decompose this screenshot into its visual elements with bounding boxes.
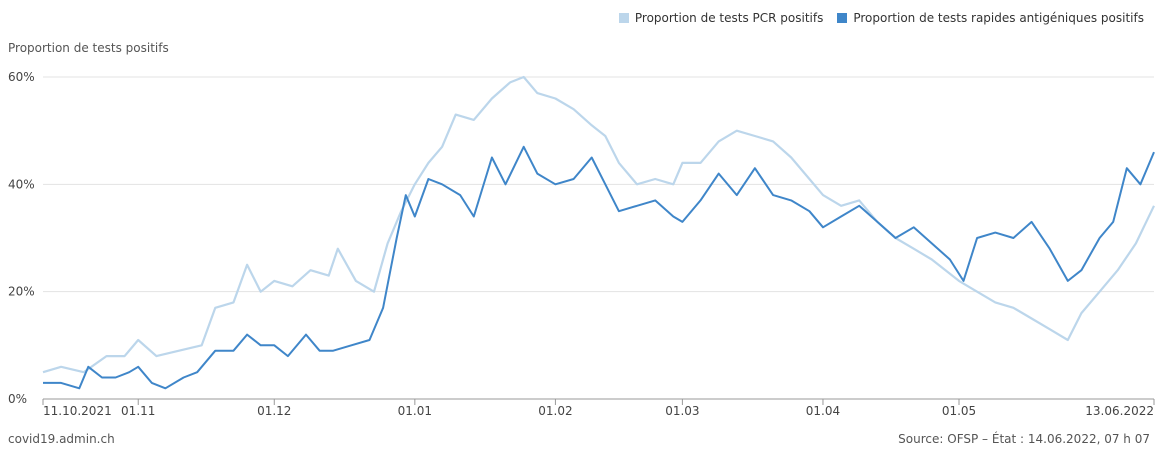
legend-swatch-pcr <box>618 13 629 23</box>
x-tick-label: 13.06.2022 <box>1085 404 1154 418</box>
y-axis-title: Proportion de tests positifs <box>8 41 169 55</box>
y-tick-label: 60% <box>8 70 35 84</box>
y-tick-label: 40% <box>8 177 35 191</box>
legend-label-antigen: Proportion de tests rapides antigéniques… <box>853 11 1144 25</box>
series-line-pcr <box>42 75 1155 374</box>
legend-swatch-antigen <box>837 13 848 23</box>
series-line-antigen <box>43 145 1155 390</box>
y-tick-label: 0% <box>8 392 27 406</box>
y-tick-label: 20% <box>8 285 35 299</box>
x-tick-label: 01.11 <box>121 404 155 418</box>
footer-site: covid19.admin.ch <box>8 432 115 446</box>
x-tick-label: 01.05 <box>942 404 976 418</box>
legend-item-antigen[interactable]: Proportion de tests rapides antigéniques… <box>837 11 1144 25</box>
footer-source: Source: OFSP – État : 14.06.2022, 07 h 0… <box>898 432 1150 446</box>
legend-label-pcr: Proportion de tests PCR positifs <box>634 11 824 25</box>
x-tick-label: 11.10.2021 <box>43 404 112 418</box>
legend-item-pcr[interactable]: Proportion de tests PCR positifs <box>618 11 824 25</box>
x-tick-label: 01.12 <box>257 404 291 418</box>
x-tick-label: 01.02 <box>538 404 572 418</box>
x-tick-label: 01.03 <box>665 404 699 418</box>
x-tick-label: 01.01 <box>398 404 432 418</box>
x-tick-label: 01.04 <box>806 404 840 418</box>
chart-legend: Proportion de tests PCR positifs Proport… <box>618 11 1144 25</box>
